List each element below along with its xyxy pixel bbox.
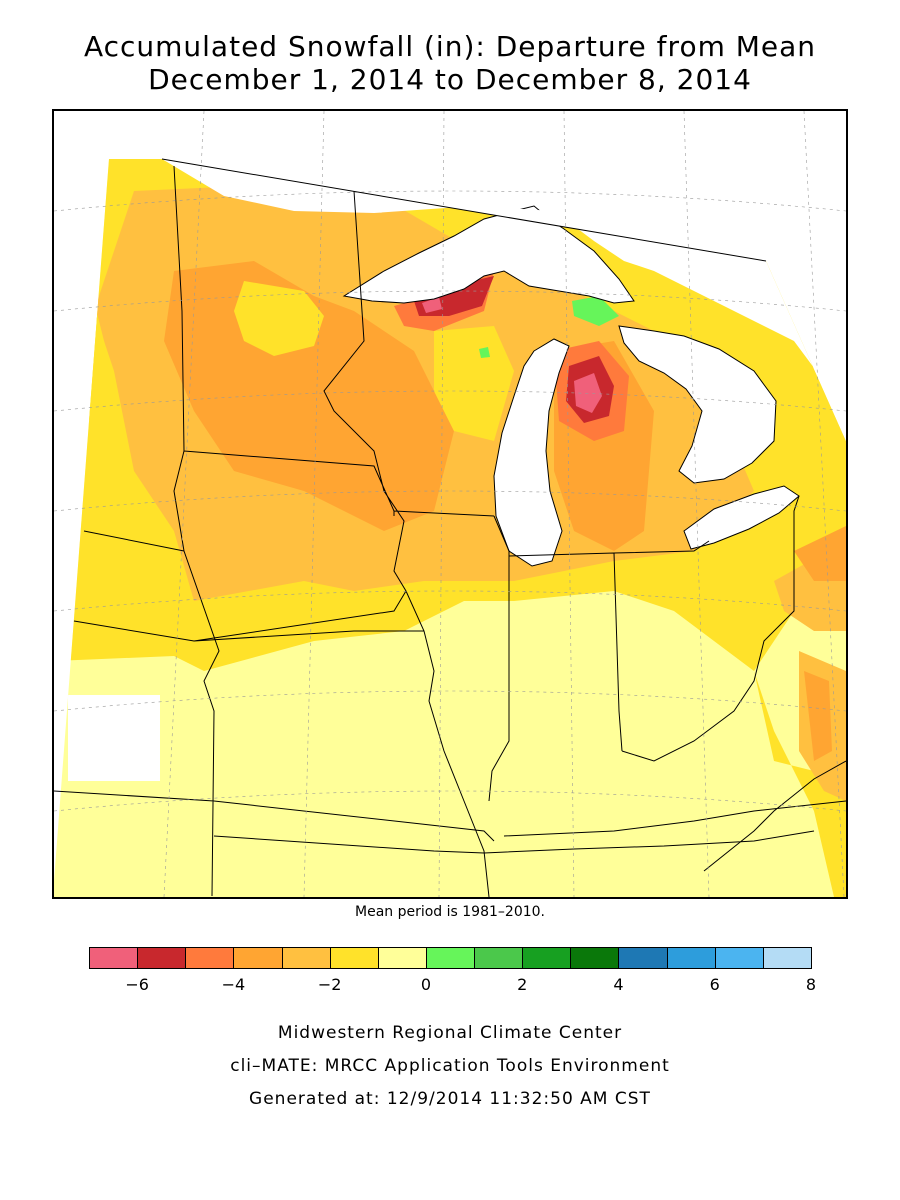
legend-swatch xyxy=(570,947,620,969)
legend-swatch xyxy=(474,947,524,969)
legend-tick-label: 6 xyxy=(709,975,720,994)
map-title: Accumulated Snowfall (in): Departure fro… xyxy=(83,30,817,63)
state-border-lines xyxy=(54,165,846,897)
legend-swatch xyxy=(618,947,668,969)
footer-organization: Midwestern Regional Climate Center xyxy=(277,1023,623,1043)
snowfall-departure-map xyxy=(52,109,848,899)
legend-tick-label: 8 xyxy=(805,975,817,994)
legend-swatch xyxy=(762,947,812,969)
legend-swatch xyxy=(425,947,476,969)
legend-swatch xyxy=(233,947,283,969)
legend-tick-label: 0 xyxy=(420,975,432,994)
legend-swatch xyxy=(137,947,187,969)
legend-tick-label: −4 xyxy=(221,975,246,994)
departure-below-minus6-band xyxy=(574,373,602,413)
footer-generated-at: Generated at: 12/9/2014 11:32:50 AM CST xyxy=(249,1089,651,1109)
legend-swatch xyxy=(185,947,235,969)
mean-period-note: Mean period is 1981–2010. xyxy=(355,904,545,920)
footer-tool-name: cli–MATE: MRCC Application Tools Environ… xyxy=(230,1056,670,1076)
legend-swatch xyxy=(522,947,572,969)
departure-minus3-to-minus4-band xyxy=(164,261,454,531)
lake-michigan xyxy=(493,338,570,567)
lake-huron xyxy=(618,325,777,484)
legend-tick-label: −6 xyxy=(125,975,149,994)
legend-swatch xyxy=(377,947,427,969)
legend-swatch xyxy=(666,947,716,969)
map-date-range: December 1, 2014 to December 8, 2014 xyxy=(148,63,752,96)
legend-tick-label: −2 xyxy=(317,975,342,994)
legend-swatch xyxy=(281,947,331,969)
missing-data-area xyxy=(68,695,160,781)
legend-swatch xyxy=(714,947,764,969)
departure-0-to-1-band xyxy=(572,296,619,326)
lat-lon-grid xyxy=(54,111,846,897)
legend-swatch xyxy=(89,947,139,969)
projection-domain-outline xyxy=(161,158,767,262)
legend-tick-label: 4 xyxy=(613,975,624,994)
legend-tick-label: 2 xyxy=(517,975,528,994)
legend-swatch xyxy=(329,947,379,969)
canada-no-data xyxy=(162,159,846,441)
lake-superior xyxy=(342,205,635,304)
color-legend xyxy=(89,947,812,971)
